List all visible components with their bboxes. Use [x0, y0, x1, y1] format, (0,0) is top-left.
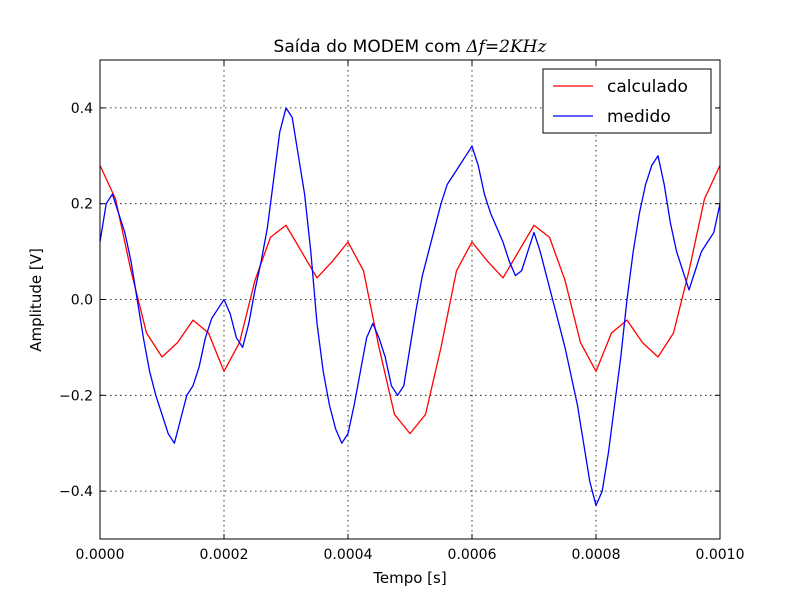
y-tick-label-0: −0.4: [59, 484, 93, 500]
y-tick-label-2: 0.0: [71, 293, 93, 309]
series-line-calculado: [99, 165, 721, 435]
x-tick-label-0: 0.0000: [76, 547, 125, 563]
x-axis-label: Tempo [s]: [372, 569, 446, 587]
y-tick-label-4: 0.4: [71, 101, 93, 117]
legend-box: [542, 68, 712, 134]
series-line-medido: [99, 107, 721, 507]
chart-title-text: Saída do MODEM com: [274, 37, 467, 57]
x-tick-label-5: 0.0010: [696, 547, 745, 563]
x-tick-label-1: 0.0002: [200, 547, 249, 563]
grid: [99, 60, 721, 539]
legend: calculado medido: [542, 68, 712, 134]
x-tick-label-3: 0.0006: [448, 547, 497, 563]
y-tick-label-1: −0.2: [59, 388, 93, 404]
chart-title: Saída do MODEM com Δf=2KHz: [274, 37, 548, 57]
axis-ticks: 0.0000 0.0002 0.0004 0.0006 0.0008 0.0010 −0.4…: [59, 60, 745, 563]
chart-title-math: Δf=2KHz: [465, 37, 547, 57]
legend-label-medido: medido: [607, 107, 671, 127]
y-axis-label: Amplitude [V]: [27, 248, 45, 352]
x-tick-label-2: 0.0004: [324, 547, 373, 563]
series-layer: [99, 107, 721, 507]
x-tick-label-4: 0.0008: [572, 547, 621, 563]
legend-label-calculado: calculado: [607, 77, 688, 97]
y-tick-label-3: 0.2: [71, 197, 93, 213]
